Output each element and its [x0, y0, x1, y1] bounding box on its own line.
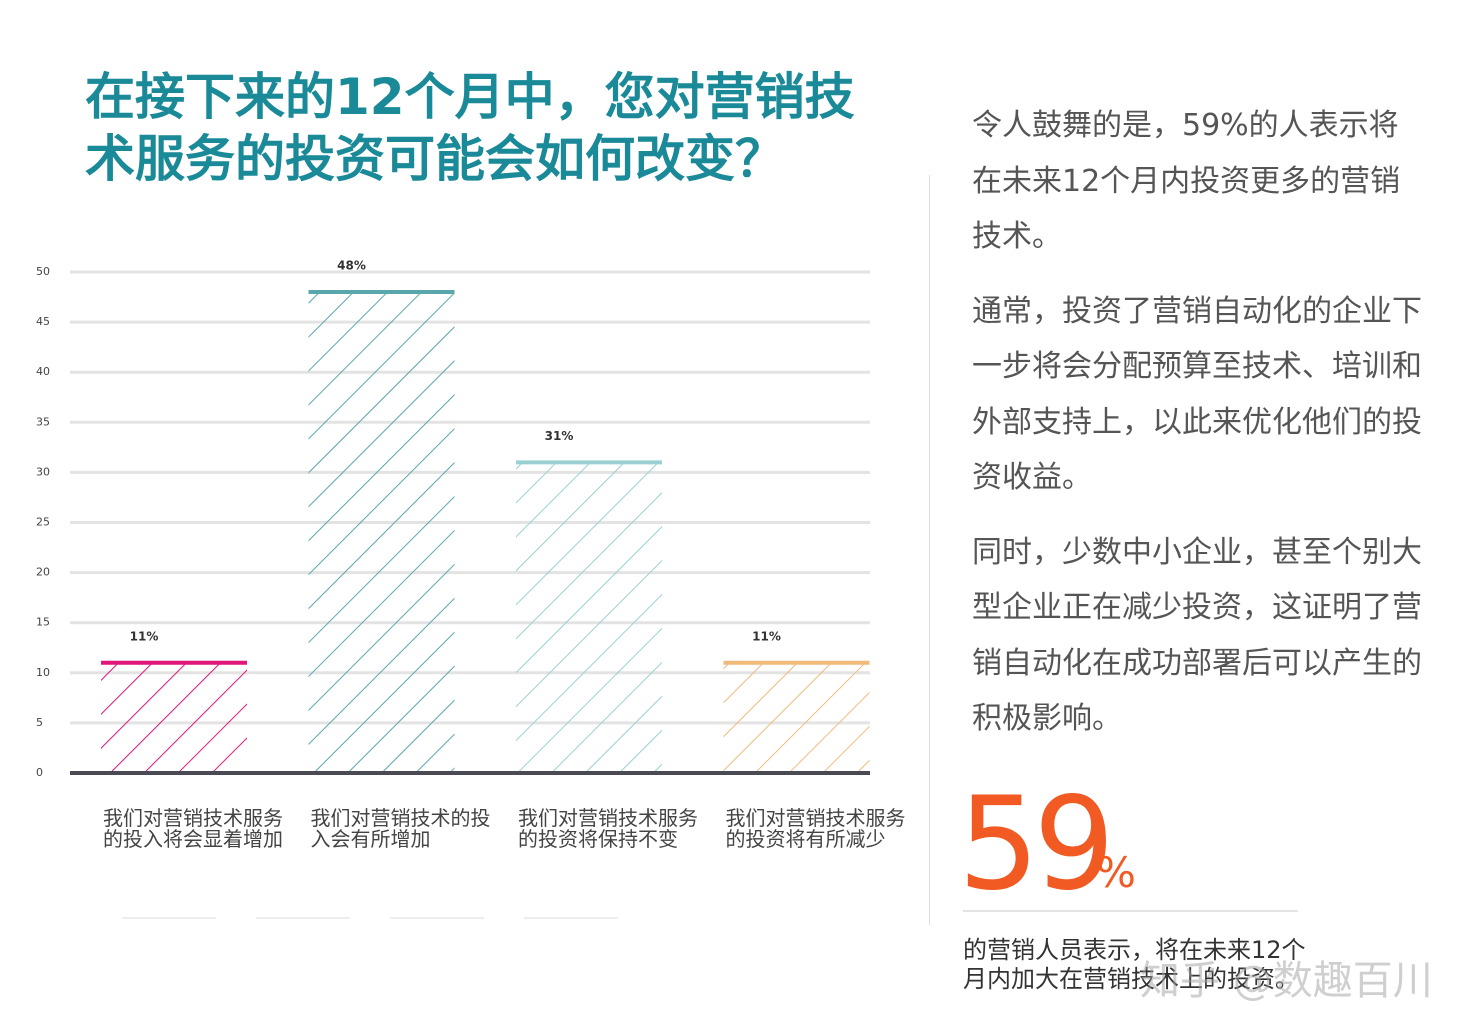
divider: [929, 175, 930, 925]
chart: 0 5 10 15 20 25 30 35 40 45 50 11% 48% 31% 11%: [36, 259, 870, 779]
y-tick-label: 25: [36, 516, 50, 529]
bar: [516, 462, 662, 773]
stat-number: 59: [958, 770, 1115, 919]
y-tick-label: 50: [36, 265, 50, 278]
y-tick-label: 15: [36, 616, 50, 629]
y-tick-label: 10: [36, 666, 50, 679]
title: 在接下来的12个月中，您对营销技术服务的投资可能会如何改变？: [85, 68, 855, 188]
x-tick-label: 我们对营销技术服务的投资将有所减少: [725, 806, 906, 851]
value-label: 11%: [130, 629, 159, 643]
bar: [308, 292, 455, 773]
decoration: [524, 917, 618, 919]
decoration: [390, 917, 484, 919]
x-tick-label: 我们对营销技术服务的投入将会显着增加: [103, 806, 283, 851]
y-tick-label: 30: [36, 465, 50, 478]
value-label: 48%: [337, 259, 366, 273]
paragraph: 令人鼓舞的是，59%的人表示将在未来12个月内投资更多的营销技术。: [972, 108, 1401, 254]
y-tick-label: 35: [36, 415, 50, 428]
watermark: 知乎 @数趣百川: [1140, 958, 1433, 1004]
decoration: [256, 917, 350, 919]
paragraph: 同时，少数中小企业，甚至个别大型企业正在减少投资，这证明了营销自动化在成功部署后…: [972, 534, 1422, 737]
rule: [963, 910, 1298, 912]
x-tick-label: 我们对营销技术的投入会有所增加: [310, 806, 491, 851]
paragraph: 通常，投资了营销自动化的企业下一步将会分配预算至技术、培训和外部支持上，以此来优…: [972, 293, 1422, 496]
sidebar-text: 令人鼓舞的是，59%的人表示将在未来12个月内投资更多的营销技术。通常，投资了营…: [972, 98, 1422, 766]
y-tick-label: 0: [36, 766, 43, 779]
y-tick-label: 5: [36, 716, 43, 729]
value-label: 31%: [545, 429, 574, 443]
y-tick-label: 40: [36, 365, 50, 378]
value-label: 11%: [752, 629, 781, 643]
stat-unit: %: [1096, 848, 1136, 897]
x-tick-label: 我们对营销技术服务的投资将保持不变: [518, 806, 698, 851]
bar: [101, 662, 247, 773]
stat-caption: 的营销人员表示，将在未来12个月内加大在营销技术上的投资。: [963, 936, 1306, 993]
y-tick-label: 45: [36, 315, 50, 328]
bar: [723, 662, 870, 773]
y-tick-label: 20: [36, 566, 50, 579]
decoration: [122, 917, 216, 919]
